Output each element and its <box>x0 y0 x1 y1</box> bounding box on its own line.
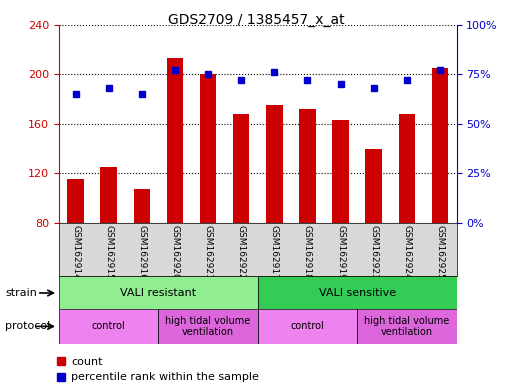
Bar <box>332 120 349 223</box>
Bar <box>299 109 316 223</box>
Text: GSM162922: GSM162922 <box>236 225 246 280</box>
Bar <box>399 114 415 223</box>
Text: protocol: protocol <box>5 321 50 331</box>
Bar <box>167 58 183 223</box>
Bar <box>200 74 216 223</box>
Text: GDS2709 / 1385457_x_at: GDS2709 / 1385457_x_at <box>168 13 345 27</box>
Bar <box>357 309 457 344</box>
Bar <box>133 189 150 223</box>
Bar <box>365 149 382 223</box>
Bar <box>67 179 84 223</box>
Text: GSM162918: GSM162918 <box>303 225 312 280</box>
Text: control: control <box>290 321 324 331</box>
Text: GSM162914: GSM162914 <box>71 225 80 280</box>
Bar <box>266 105 283 223</box>
Bar <box>59 309 159 344</box>
Text: VALI sensitive: VALI sensitive <box>319 288 396 298</box>
Text: strain: strain <box>5 288 37 298</box>
Text: GSM162915: GSM162915 <box>104 225 113 280</box>
Text: GSM162916: GSM162916 <box>137 225 146 280</box>
Text: GSM162924: GSM162924 <box>402 225 411 280</box>
Bar <box>258 309 357 344</box>
Bar <box>432 68 448 223</box>
Bar <box>258 276 457 309</box>
Text: VALI resistant: VALI resistant <box>121 288 196 298</box>
Bar <box>233 114 249 223</box>
Bar <box>159 309 258 344</box>
Text: high tidal volume
ventilation: high tidal volume ventilation <box>364 316 449 337</box>
Text: GSM162921: GSM162921 <box>204 225 212 280</box>
Bar <box>59 276 258 309</box>
Legend: count, percentile rank within the sample: count, percentile rank within the sample <box>57 357 259 382</box>
Text: control: control <box>92 321 126 331</box>
Text: GSM162917: GSM162917 <box>270 225 279 280</box>
Text: high tidal volume
ventilation: high tidal volume ventilation <box>166 316 251 337</box>
Text: GSM162925: GSM162925 <box>436 225 444 280</box>
Text: GSM162923: GSM162923 <box>369 225 378 280</box>
Bar <box>101 167 117 223</box>
Text: GSM162920: GSM162920 <box>170 225 180 280</box>
Text: GSM162919: GSM162919 <box>336 225 345 280</box>
